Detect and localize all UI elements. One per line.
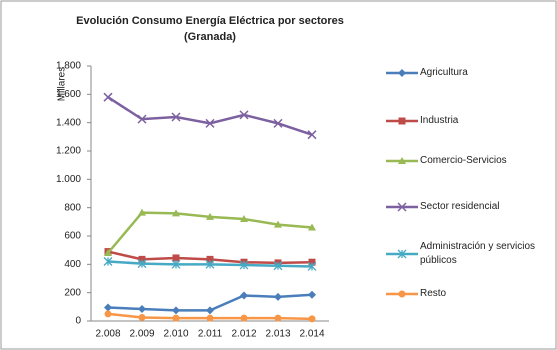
- marker: [138, 255, 146, 263]
- marker: [138, 313, 146, 321]
- marker: [239, 260, 249, 270]
- marker: [398, 157, 406, 164]
- marker: [398, 69, 406, 77]
- marker: [172, 254, 180, 262]
- marker: [171, 112, 181, 122]
- marker: [103, 92, 113, 102]
- legend-swatch: [386, 290, 418, 298]
- marker: [137, 259, 147, 269]
- legend-label: Comercio-Servicios: [420, 155, 507, 166]
- marker: [308, 258, 316, 266]
- marker: [205, 118, 215, 128]
- marker: [172, 209, 180, 217]
- marker: [274, 292, 282, 301]
- legend-item: Comercio-Servicios: [384, 154, 550, 168]
- marker: [240, 314, 248, 322]
- legend-item: Sector residencial: [384, 200, 550, 214]
- legend-label: Agricultura: [420, 67, 468, 78]
- legend-swatch: [386, 202, 418, 212]
- marker: [206, 212, 214, 220]
- x-tick-label: 2.011: [198, 329, 223, 340]
- legend-swatch: [386, 117, 418, 125]
- marker: [171, 259, 181, 269]
- x-tick-label: 2.008: [95, 329, 120, 340]
- marker: [104, 303, 112, 312]
- marker: [206, 314, 214, 322]
- y-tick-label: 800: [64, 202, 81, 213]
- x-tick-label: 2.013: [265, 329, 290, 340]
- x-tick-label: 2.010: [163, 329, 188, 340]
- marker: [137, 114, 147, 124]
- marker: [172, 314, 180, 322]
- marker: [205, 259, 215, 269]
- legend-swatch: [386, 157, 418, 164]
- y-tick-label: 1.000: [56, 174, 81, 185]
- y-axis-label: Millares: [57, 67, 68, 101]
- marker: [308, 315, 316, 323]
- marker: [240, 215, 248, 222]
- marker: [274, 220, 282, 228]
- marker: [104, 249, 112, 256]
- legend-label: Resto: [420, 288, 447, 299]
- y-tick-label: 1.200: [56, 146, 81, 157]
- marker: [104, 310, 112, 318]
- x-tick-label: 2.012: [231, 329, 256, 340]
- x-tick-label: 2.009: [129, 329, 154, 340]
- marker: [206, 306, 214, 315]
- legend-item: Agricultura: [384, 66, 550, 80]
- legend-item: Industria: [384, 114, 550, 128]
- x-tick-label: 2.014: [299, 329, 324, 340]
- legend-label: Administración y servicios públicos: [420, 241, 536, 266]
- marker: [398, 117, 406, 125]
- legend-swatch: [386, 249, 418, 259]
- marker: [239, 110, 249, 120]
- y-tick-label: 0: [75, 316, 81, 327]
- marker: [273, 118, 283, 128]
- y-tick-label: 1.800: [56, 61, 81, 72]
- marker: [307, 130, 317, 140]
- legend-label: Industria: [420, 115, 459, 126]
- chart-title: Evolución Consumo Energía Eléctrica por …: [76, 15, 344, 27]
- marker: [308, 290, 316, 299]
- legend-item: Administración y servicios públicos: [384, 240, 550, 268]
- marker: [274, 314, 282, 322]
- y-tick-label: 1.400: [56, 117, 81, 128]
- marker: [398, 290, 406, 298]
- legend-label: Sector residencial: [420, 201, 500, 212]
- legend-item: Resto: [384, 287, 550, 301]
- y-tick-label: 1.600: [56, 89, 81, 100]
- marker: [397, 249, 407, 259]
- marker: [397, 202, 407, 212]
- marker: [307, 261, 317, 271]
- y-tick-label: 600: [64, 231, 81, 242]
- marker: [172, 306, 180, 315]
- marker: [308, 223, 316, 231]
- marker: [273, 261, 283, 271]
- chart-subtitle: (Granada): [184, 31, 236, 43]
- marker: [138, 208, 146, 216]
- y-tick-label: 200: [64, 287, 81, 298]
- marker: [240, 291, 248, 300]
- y-tick-label: 400: [64, 259, 81, 270]
- marker: [103, 257, 113, 266]
- marker: [206, 255, 214, 263]
- marker: [138, 304, 146, 313]
- legend-swatch: [386, 69, 418, 77]
